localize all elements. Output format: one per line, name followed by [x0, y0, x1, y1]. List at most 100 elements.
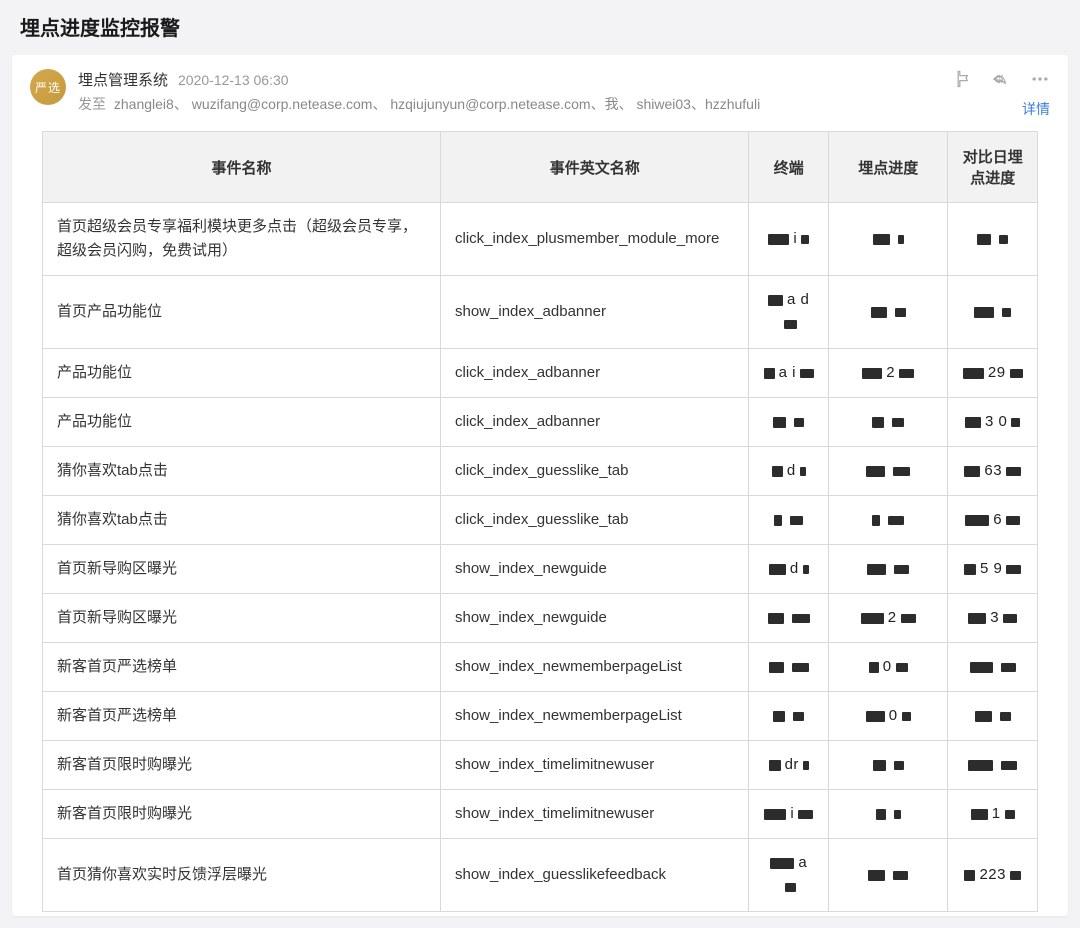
cell-event-en: click_index_adbanner — [441, 349, 749, 398]
table-cell-redacted: 3 0 — [948, 398, 1038, 447]
cell-event-name: 新客首页限时购曝光 — [43, 790, 441, 839]
recipients: zhanglei8、 wuzifang@corp.netease.com、 hz… — [114, 96, 760, 112]
cell-event-name: 新客首页严选榜单 — [43, 643, 441, 692]
table-row: 新客首页限时购曝光show_index_timelimitnewuseri 1 — [43, 790, 1038, 839]
email-card: 严选 埋点管理系统 2020-12-13 06:30 发至 zhanglei8、… — [12, 55, 1068, 916]
timestamp: 2020-12-13 06:30 — [178, 72, 289, 88]
table-cell-redacted: 0 — [829, 692, 948, 741]
table-row: 首页猜你喜欢实时反馈浮层曝光show_index_guesslikefeedba… — [43, 839, 1038, 912]
table-cell-redacted: a d — [749, 276, 829, 349]
email-meta: 埋点管理系统 2020-12-13 06:30 发至 zhanglei8、 wu… — [78, 69, 1050, 115]
cell-event-en: show_index_timelimitnewuser — [441, 790, 749, 839]
cell-event-en: show_index_newmemberpageList — [441, 692, 749, 741]
table-cell-redacted — [749, 643, 829, 692]
col-compare: 对比日埋点进度 — [948, 132, 1038, 203]
cell-event-name: 新客首页限时购曝光 — [43, 741, 441, 790]
cell-event-name: 首页猜你喜欢实时反馈浮层曝光 — [43, 839, 441, 912]
table-row: 首页新导购区曝光show_index_newguided5 9 — [43, 545, 1038, 594]
table-cell-redacted — [829, 839, 948, 912]
table-cell-redacted — [829, 790, 948, 839]
cell-event-en: show_index_newguide — [441, 545, 749, 594]
tracking-table: 事件名称 事件英文名称 终端 埋点进度 对比日埋点进度 首页超级会员专享福利模块… — [42, 131, 1038, 912]
cell-event-name: 首页新导购区曝光 — [43, 545, 441, 594]
col-progress: 埋点进度 — [829, 132, 948, 203]
cell-event-en: click_index_guesslike_tab — [441, 447, 749, 496]
table-cell-redacted — [829, 496, 948, 545]
recipients-label: 发至 — [78, 96, 106, 112]
table-cell-redacted: a i — [749, 349, 829, 398]
cell-event-name: 首页超级会员专享福利模块更多点击（超级会员专享，超级会员闪购，免费试用） — [43, 203, 441, 276]
table-row: 猜你喜欢tab点击click_index_guesslike_tab 6 — [43, 496, 1038, 545]
table-cell-redacted: dr — [749, 741, 829, 790]
more-icon[interactable] — [1030, 69, 1050, 89]
table-wrapper: 事件名称 事件英文名称 终端 埋点进度 对比日埋点进度 首页超级会员专享福利模块… — [30, 131, 1050, 916]
table-cell-redacted — [749, 692, 829, 741]
cell-event-en: show_index_guesslikefeedback — [441, 839, 749, 912]
table-cell-redacted: 6 — [948, 496, 1038, 545]
table-cell-redacted: i — [749, 790, 829, 839]
avatar: 严选 — [30, 69, 66, 105]
table-cell-redacted: 2 — [829, 349, 948, 398]
table-cell-redacted: 1 — [948, 790, 1038, 839]
table-cell-redacted — [948, 643, 1038, 692]
table-cell-redacted: 223 — [948, 839, 1038, 912]
recipients-line: 发至 zhanglei8、 wuzifang@corp.netease.com、… — [78, 94, 1050, 115]
cell-event-name: 首页新导购区曝光 — [43, 594, 441, 643]
table-cell-redacted — [948, 741, 1038, 790]
page-title: 埋点进度监控报警 — [0, 0, 1080, 55]
table-cell-redacted — [948, 276, 1038, 349]
cell-event-en: click_index_adbanner — [441, 398, 749, 447]
table-cell-redacted — [829, 398, 948, 447]
table-row: 新客首页严选榜单show_index_newmemberpageList 0 — [43, 643, 1038, 692]
table-row: 猜你喜欢tab点击click_index_guesslike_tabd 63 — [43, 447, 1038, 496]
table-cell-redacted — [948, 203, 1038, 276]
table-cell-redacted — [829, 203, 948, 276]
cell-event-name: 首页产品功能位 — [43, 276, 441, 349]
table-cell-redacted: 29 — [948, 349, 1038, 398]
table-row: 首页新导购区曝光show_index_newguide 23 — [43, 594, 1038, 643]
cell-event-name: 猜你喜欢tab点击 — [43, 447, 441, 496]
table-cell-redacted — [948, 692, 1038, 741]
table-cell-redacted: 3 — [948, 594, 1038, 643]
table-row: 首页超级会员专享福利模块更多点击（超级会员专享，超级会员闪购，免费试用）clic… — [43, 203, 1038, 276]
table-cell-redacted — [829, 545, 948, 594]
details-link[interactable]: 详情 — [1022, 99, 1050, 119]
cell-event-en: click_index_guesslike_tab — [441, 496, 749, 545]
cell-event-en: show_index_newmemberpageList — [441, 643, 749, 692]
col-terminal: 终端 — [749, 132, 829, 203]
cell-event-en: show_index_newguide — [441, 594, 749, 643]
table-cell-redacted — [749, 594, 829, 643]
table-row: 首页产品功能位show_index_adbannera d — [43, 276, 1038, 349]
table-cell-redacted: 0 — [829, 643, 948, 692]
cell-event-name: 产品功能位 — [43, 398, 441, 447]
table-row: 新客首页限时购曝光show_index_timelimitnewuserdr — [43, 741, 1038, 790]
sender-name: 埋点管理系统 — [78, 69, 168, 90]
table-cell-redacted: a — [749, 839, 829, 912]
table-cell-redacted: 63 — [948, 447, 1038, 496]
flag-icon[interactable] — [954, 69, 974, 89]
table-row: 产品功能位click_index_adbanner 3 0 — [43, 398, 1038, 447]
cell-event-name: 猜你喜欢tab点击 — [43, 496, 441, 545]
table-cell-redacted: d — [749, 447, 829, 496]
table-cell-redacted — [749, 398, 829, 447]
cell-event-name: 产品功能位 — [43, 349, 441, 398]
cell-event-en: click_index_plusmember_module_more — [441, 203, 749, 276]
table-cell-redacted: 2 — [829, 594, 948, 643]
col-event-en: 事件英文名称 — [441, 132, 749, 203]
cell-event-en: show_index_timelimitnewuser — [441, 741, 749, 790]
table-row: 产品功能位click_index_adbannera i229 — [43, 349, 1038, 398]
table-cell-redacted: i — [749, 203, 829, 276]
table-row: 新客首页严选榜单show_index_newmemberpageList 0 — [43, 692, 1038, 741]
cell-event-name: 新客首页严选榜单 — [43, 692, 441, 741]
table-cell-redacted — [829, 276, 948, 349]
reply-all-icon[interactable] — [992, 69, 1012, 89]
table-cell-redacted — [829, 447, 948, 496]
table-cell-redacted — [749, 496, 829, 545]
table-cell-redacted — [829, 741, 948, 790]
email-header: 严选 埋点管理系统 2020-12-13 06:30 发至 zhanglei8、… — [30, 69, 1050, 131]
cell-event-en: show_index_adbanner — [441, 276, 749, 349]
col-event-name: 事件名称 — [43, 132, 441, 203]
header-actions — [954, 69, 1050, 89]
table-header-row: 事件名称 事件英文名称 终端 埋点进度 对比日埋点进度 — [43, 132, 1038, 203]
table-cell-redacted: d — [749, 545, 829, 594]
